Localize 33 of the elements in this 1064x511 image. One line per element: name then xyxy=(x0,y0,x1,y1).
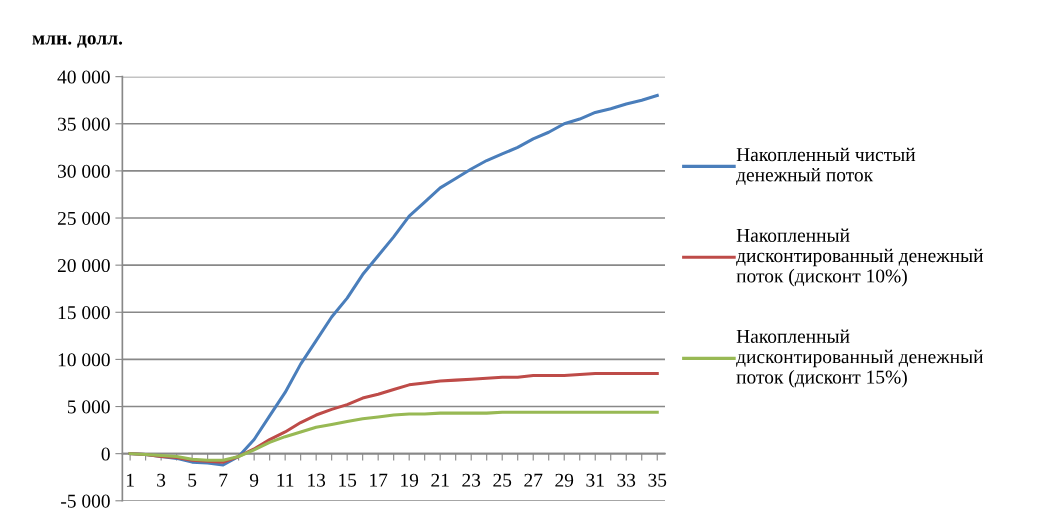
y-tick-label: 35 000 xyxy=(58,117,110,131)
x-tick-label: 19 xyxy=(401,473,419,487)
x-tick-label: 21 xyxy=(431,473,449,487)
y-tick-label: 25 000 xyxy=(57,211,110,225)
x-tick-label: 13 xyxy=(308,473,326,487)
x-tick-label: 5 xyxy=(188,473,197,487)
x-tick-label: 33 xyxy=(617,473,636,487)
y-tick-label: 0 xyxy=(101,447,110,461)
x-tick-label: 9 xyxy=(249,473,259,487)
x-tick-label: 17 xyxy=(370,473,388,487)
x-tick-label: 15 xyxy=(339,473,357,487)
legend-label: Накопленный дисконтированный денежный поток (дисконт 10%) xyxy=(736,228,984,287)
x-tick-label: 27 xyxy=(524,473,543,487)
y-tick-label: 5 000 xyxy=(67,400,110,414)
line-series xyxy=(128,410,659,462)
y-tick-label: 10 000 xyxy=(58,353,110,367)
x-tick-label: 7 xyxy=(219,473,228,487)
x-tick-label: 29 xyxy=(555,473,574,487)
x-tick-label: 3 xyxy=(157,473,166,487)
y-tick-label: 15 000 xyxy=(58,306,110,320)
x-tick-label: 23 xyxy=(462,473,481,487)
y-tick-label: 30 000 xyxy=(58,164,110,178)
legend-label: Накопленный чистый денежный поток xyxy=(736,147,916,186)
x-tick-label: 25 xyxy=(493,473,512,487)
x-tick-label: 1 xyxy=(126,473,134,487)
legend-label: Накопленный дисконтированный денежный поток (дисконт 15%) xyxy=(736,329,984,388)
x-tick-label: 35 xyxy=(648,473,667,487)
y-tick-label: -5 000 xyxy=(61,494,110,508)
y-axis-title: млн. долл. xyxy=(32,35,123,48)
y-tick-label: 20 000 xyxy=(57,258,110,273)
x-tick-label: 31 xyxy=(586,473,604,487)
y-tick-label: 40 000 xyxy=(57,70,110,84)
x-tick-label: 11 xyxy=(277,473,294,487)
